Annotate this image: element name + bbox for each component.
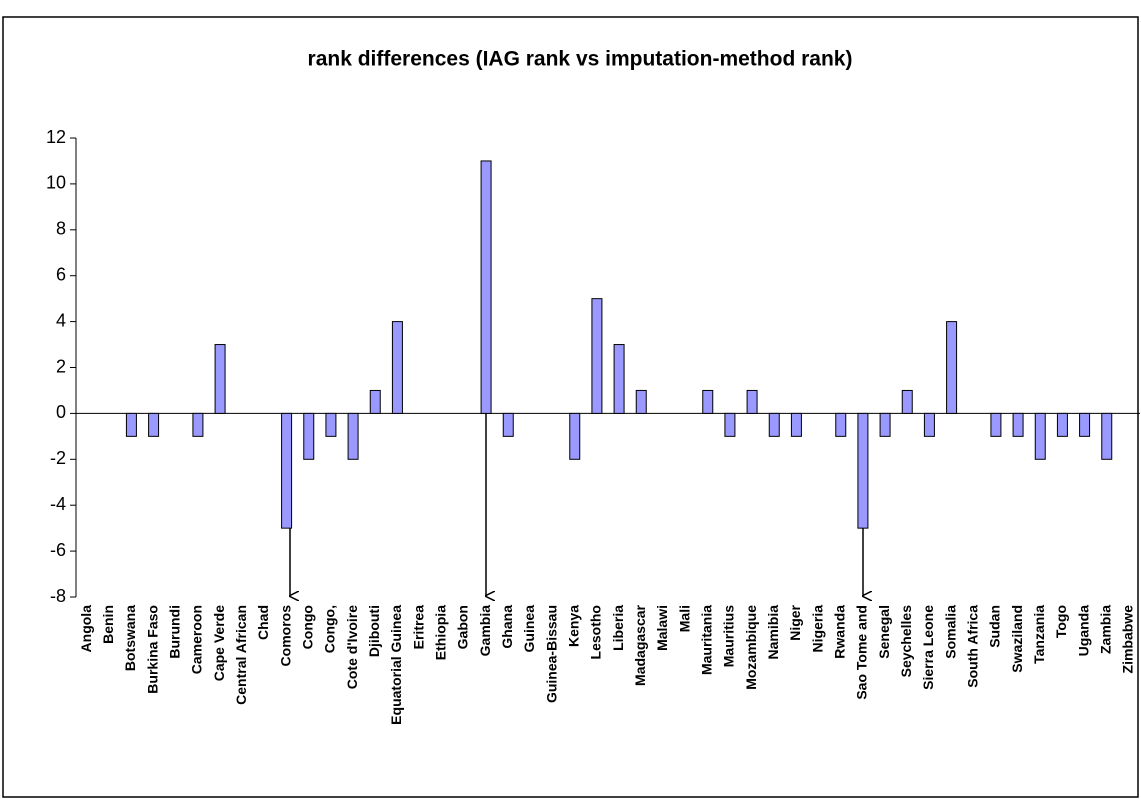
x-tick-label: Tanzania — [1031, 605, 1047, 664]
x-tick-label: Botswana — [122, 605, 138, 671]
bar — [901, 389, 913, 414]
bar — [768, 412, 780, 437]
x-tick-label: Equatorial Guinea — [388, 605, 404, 725]
x-tick-label: Mauritius — [721, 605, 737, 667]
bar — [391, 321, 403, 414]
bar — [635, 389, 647, 414]
x-tick-label: Cape Verde — [211, 605, 227, 681]
x-tick-label: Sao Tome and — [854, 605, 870, 700]
bar — [591, 298, 603, 414]
x-tick-label: Angola — [78, 605, 94, 653]
bar — [702, 389, 714, 414]
x-tick-label: Zimbabwe — [1120, 605, 1136, 674]
x-tick-label: Uganda — [1075, 605, 1091, 657]
x-tick-label: Namibia — [765, 605, 781, 660]
x-tick-label: Burkina Faso — [144, 605, 160, 694]
y-tick-label: -4 — [50, 494, 66, 514]
x-tick-label: Gambia — [477, 605, 493, 657]
y-tick-label: 2 — [56, 356, 66, 376]
x-tick-label: Zambia — [1097, 605, 1113, 654]
y-tick-label: 10 — [46, 173, 66, 193]
bar — [1056, 412, 1068, 437]
bar — [1012, 412, 1024, 437]
x-tick-label: Congo, — [322, 605, 338, 653]
y-tick-label: 0 — [56, 402, 66, 422]
x-tick-label: Burundi — [166, 605, 182, 659]
x-tick-label: Somalia — [942, 605, 958, 659]
x-tick-label: Kenya — [565, 605, 581, 647]
y-tick-label: 12 — [46, 127, 66, 147]
bar — [569, 412, 581, 460]
x-tick-label: Chad — [255, 605, 271, 640]
bar — [502, 412, 514, 437]
x-tick-label: Guinea — [521, 605, 537, 653]
x-tick-label: Central African — [233, 605, 249, 705]
arrows — [290, 413, 863, 596]
bar — [480, 160, 492, 414]
x-tick-label: Cote d'Ivoire — [344, 605, 360, 689]
bar — [347, 412, 359, 460]
x-tick-label: Lesotho — [588, 605, 604, 659]
bar — [923, 412, 935, 437]
bar — [946, 321, 958, 414]
y-tick-label: 4 — [56, 310, 66, 330]
x-tick-label: Rwanda — [831, 605, 847, 659]
x-tick-label: Swaziland — [1009, 605, 1025, 673]
bar — [1079, 412, 1091, 437]
y-tick-label: -8 — [50, 586, 66, 606]
x-tick-label: Mali — [676, 605, 692, 632]
x-tick-label: Seychelles — [898, 605, 914, 678]
x-tick-label: Sierra Leone — [920, 605, 936, 690]
bar — [790, 412, 802, 437]
x-tick-label: Congo — [299, 605, 315, 649]
bar — [724, 412, 736, 437]
x-tick-label: Sudan — [987, 605, 1003, 648]
bar — [857, 412, 869, 529]
x-tick-label: Senegal — [876, 605, 892, 659]
bar — [1101, 412, 1113, 460]
y-tick-label: -6 — [50, 540, 66, 560]
bar — [879, 412, 891, 437]
x-tick-label: Ethiopia — [432, 605, 448, 660]
bar — [214, 344, 226, 414]
x-tick-label: Liberia — [610, 605, 626, 651]
x-tick-label: Madagascar — [632, 604, 648, 685]
x-tick-label: Comoros — [277, 605, 293, 667]
x-tick-label: Ghana — [499, 605, 515, 649]
bar — [303, 412, 315, 460]
bar — [1034, 412, 1046, 460]
bar — [125, 412, 137, 437]
x-tick-label: Benin — [100, 605, 116, 644]
bar — [990, 412, 1002, 437]
bar — [369, 389, 381, 414]
x-tick-label: Malawi — [654, 605, 670, 651]
x-tick-label: Eritrea — [410, 605, 426, 650]
y-tick-label: 6 — [56, 264, 66, 284]
x-tick-label: Mozambique — [743, 605, 759, 690]
x-tick-label: Gabon — [455, 605, 471, 649]
y-tick-label: 8 — [56, 219, 66, 239]
bar — [148, 412, 160, 437]
x-tick-label: Guinea-Bissau — [543, 605, 559, 703]
chart-title: rank differences (IAG rank vs imputation… — [308, 48, 853, 71]
x-tick-label: South Africa — [964, 605, 980, 688]
x-tick-label: Cameroon — [189, 605, 205, 674]
bar — [835, 412, 847, 437]
x-tick-label: Nigeria — [809, 605, 825, 653]
bar — [192, 412, 204, 437]
x-tick-label: Mauritania — [698, 605, 714, 675]
x-tick-label: Togo — [1053, 605, 1069, 638]
x-tick-label: Niger — [787, 604, 803, 640]
bar — [746, 389, 758, 414]
bar — [325, 412, 337, 437]
y-tick-label: -2 — [50, 448, 66, 468]
bar — [613, 344, 625, 414]
bar — [281, 412, 293, 529]
x-tick-label: Djibouti — [366, 605, 382, 657]
